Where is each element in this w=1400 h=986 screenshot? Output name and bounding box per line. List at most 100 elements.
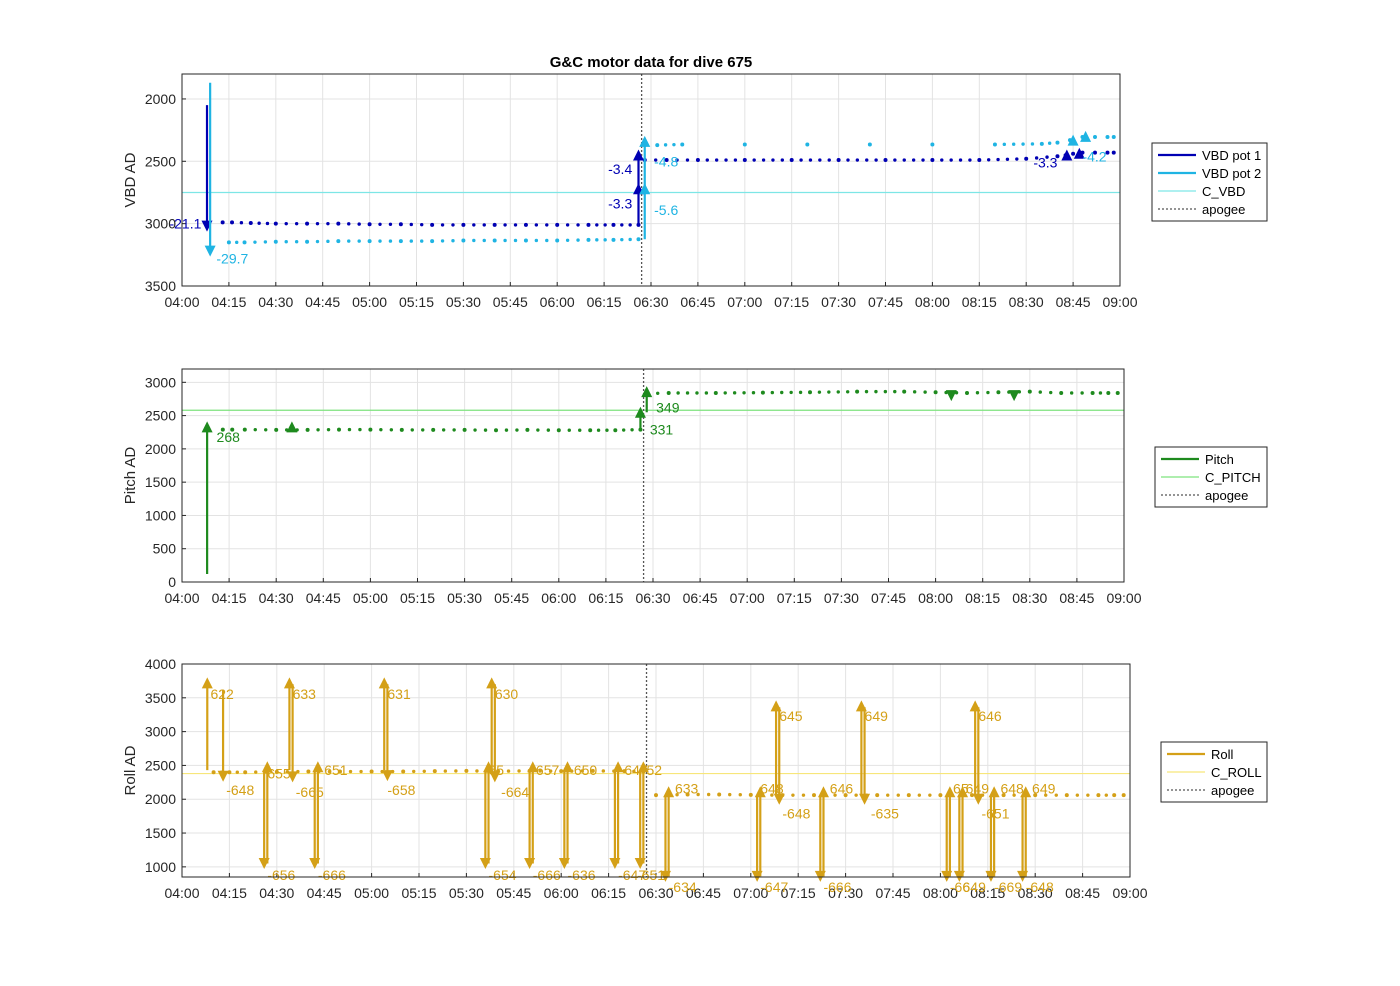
data-point [388, 239, 393, 243]
data-point [1098, 391, 1103, 395]
x-tick-label: 07:00 [727, 294, 762, 310]
motor-move: 630 [486, 677, 519, 771]
motor-move: 646 [817, 780, 853, 877]
data-point [580, 769, 584, 773]
data-point [1111, 150, 1116, 155]
data-point [1059, 390, 1064, 395]
x-tick-label: 06:45 [686, 885, 721, 901]
data-point [211, 770, 216, 775]
motor-move: 52 [637, 761, 662, 864]
motor-move: -648 [217, 689, 254, 798]
move-label: -666 [823, 879, 851, 895]
data-point [305, 427, 310, 432]
move-label: 649 [865, 708, 889, 724]
motor-move: -648 [773, 707, 811, 821]
y-tick-label: 2500 [145, 408, 176, 424]
data-point [752, 158, 756, 162]
data-point [412, 769, 416, 774]
data-point [717, 792, 722, 797]
axes-frame [181, 368, 1125, 583]
arrow-head [632, 149, 644, 161]
data-point [695, 158, 700, 163]
data-point [227, 770, 232, 775]
data-point [1064, 793, 1069, 798]
arrow-head [634, 406, 646, 418]
data-point [789, 390, 793, 395]
x-tick-label: 04:15 [212, 590, 247, 606]
x-tick-label: 05:00 [352, 294, 387, 310]
data-point [958, 158, 963, 162]
data-point [398, 239, 403, 244]
data-point [613, 428, 618, 433]
data-point [326, 427, 331, 432]
x-tick-label: 06:00 [541, 590, 576, 606]
data-point [315, 239, 320, 244]
x-tick-label: 06:45 [683, 590, 718, 606]
x-tick-label: 07:15 [781, 885, 816, 901]
data-point [893, 158, 897, 162]
data-point [603, 238, 607, 242]
data-point [1044, 793, 1048, 797]
motor-move: -647 [609, 770, 646, 883]
data-point [1012, 793, 1016, 797]
data-point [503, 238, 507, 243]
motor-move: 651 [312, 761, 348, 864]
data-point [243, 770, 248, 775]
data-point [506, 769, 511, 773]
data-point [1021, 142, 1025, 146]
x-tick-label: 05:15 [399, 294, 434, 310]
data-point [1080, 391, 1084, 395]
data-point [586, 222, 591, 227]
move-label: 630 [495, 686, 519, 702]
data-point [462, 427, 467, 432]
data-point [949, 158, 953, 162]
data-point [965, 390, 969, 395]
data-point [911, 158, 916, 162]
data-point [483, 428, 488, 432]
data-point [1038, 390, 1042, 394]
data-point [284, 221, 288, 226]
data-point [713, 390, 718, 395]
move-label: 649 [1032, 780, 1056, 796]
data-point [1112, 793, 1117, 798]
data-point [273, 221, 278, 226]
data-point [808, 390, 812, 395]
data-point [992, 142, 997, 147]
motor-move: -647 [751, 795, 789, 895]
data-point [472, 238, 476, 243]
data-point [1055, 140, 1060, 145]
motor-move: 622 [201, 677, 234, 771]
move-label: -66 [950, 879, 970, 895]
data-point [1106, 390, 1111, 395]
data-point [704, 391, 709, 395]
x-tick-label: 07:45 [871, 590, 906, 606]
x-tick-label: 04:30 [259, 590, 294, 606]
data-point [220, 427, 225, 432]
data-point [760, 390, 765, 395]
data-point [523, 222, 528, 227]
arrow-head [1067, 134, 1079, 146]
data-point [420, 239, 424, 243]
move-label: -648 [226, 782, 254, 798]
data-point [358, 427, 362, 432]
data-point [1049, 390, 1053, 395]
data-point [440, 239, 445, 243]
data-point [239, 221, 244, 225]
data-point [565, 223, 570, 227]
data-point [902, 389, 907, 394]
data-point [896, 793, 900, 797]
data-point [893, 389, 897, 394]
data-point [733, 158, 738, 162]
data-point [306, 769, 311, 774]
data-point [817, 390, 822, 394]
data-point [586, 237, 591, 242]
data-point [398, 222, 403, 227]
y-tick-label: 1500 [145, 825, 176, 841]
move-label: 657 [536, 762, 560, 778]
data-point [399, 427, 404, 432]
move-label: -635 [871, 805, 899, 821]
data-point [886, 793, 890, 797]
y-tick-label: 2500 [145, 153, 176, 169]
data-point [685, 792, 690, 797]
move-label: -648 [782, 805, 810, 821]
